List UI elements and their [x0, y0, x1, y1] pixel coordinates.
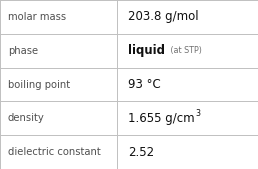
Text: 1.655 g/cm: 1.655 g/cm: [128, 112, 194, 125]
Text: 93 °C: 93 °C: [128, 78, 160, 91]
Text: (at STP): (at STP): [168, 46, 202, 55]
Text: molar mass: molar mass: [8, 12, 66, 22]
Text: dielectric constant: dielectric constant: [8, 147, 100, 157]
Text: boiling point: boiling point: [8, 79, 70, 90]
Text: liquid: liquid: [128, 44, 165, 57]
Text: phase: phase: [8, 46, 38, 56]
Text: 203.8 g/mol: 203.8 g/mol: [128, 10, 198, 23]
Text: 2.52: 2.52: [128, 146, 154, 159]
Text: density: density: [8, 113, 44, 123]
Text: 3: 3: [195, 109, 200, 118]
